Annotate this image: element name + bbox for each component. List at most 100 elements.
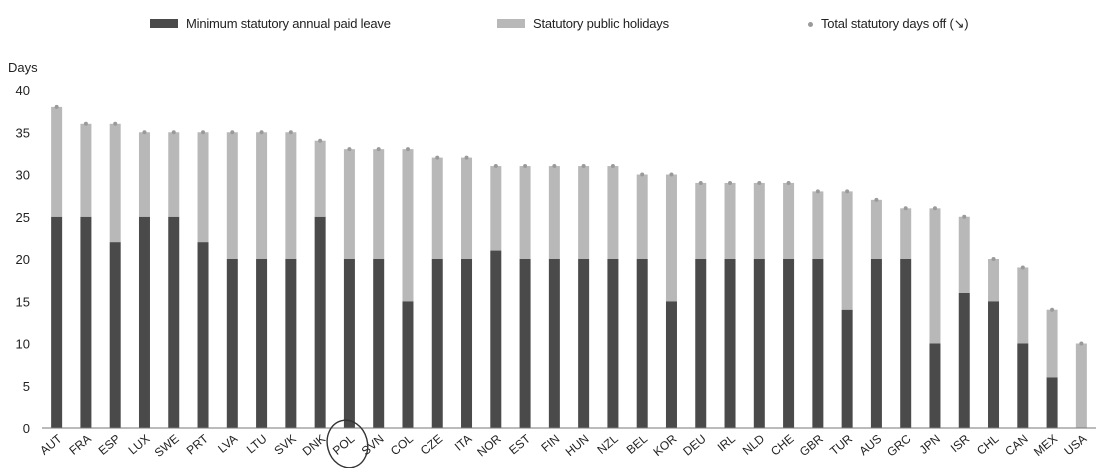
total-marker-che [786,180,791,185]
bar-annual-leave-pol [343,259,355,428]
bar-public-holidays-esp [109,123,121,243]
bar-annual-leave-tur [841,309,853,428]
legend-item-total: Total statutory days off (↘) [808,16,969,32]
x-tick-label-jpn: JPN [917,432,943,457]
total-marker-est [523,164,528,169]
bar-annual-leave-che [783,259,795,428]
bar-annual-leave-isr [958,292,970,428]
bar-annual-leave-deu [695,259,707,428]
legend-label-total: Total statutory days off (↘) [821,16,969,31]
highlight-circle [326,419,369,468]
bar-annual-leave-ltu [256,259,268,428]
bar-public-holidays-cze [431,157,443,259]
total-marker-deu [698,180,703,185]
total-marker-col [405,147,410,152]
total-marker-fin [552,164,557,169]
bar-annual-leave-dnk [314,216,326,428]
x-tick-label-cze: CZE [418,432,445,458]
bar-annual-leave-prt [197,242,209,428]
total-marker-dnk [318,138,323,143]
x-tick-label-mex: MEX [1031,432,1060,459]
bar-public-holidays-kor [665,174,677,302]
total-marker-bel [640,172,645,177]
x-tick-label-can: CAN [1002,432,1030,459]
bar-annual-leave-svn [373,259,385,428]
y-axis: 0 5 10 15 20 25 30 35 40 [16,83,30,436]
total-marker-cze [435,155,440,160]
legend-item-public-holidays: Statutory public holidays [497,16,669,31]
x-tick-label-svk: SVK [271,432,298,458]
x-tick-label-tur: TUR [827,431,855,458]
bar-public-holidays-mex [1046,309,1058,378]
total-marker-svn [376,147,381,152]
total-marker-grc [903,206,908,211]
total-marker-lva [230,130,235,135]
y-tick-label: 10 [16,337,30,352]
legend-swatch-public-holidays [497,19,525,28]
y-tick-label: 40 [16,83,30,98]
bar-public-holidays-nor [490,166,502,251]
total-marker-prt [201,130,206,135]
bar-public-holidays-col [402,149,414,302]
bar-public-holidays-lva [226,132,238,259]
bar-annual-leave-nor [490,250,502,428]
bar-public-holidays-swe [168,132,180,217]
bar-public-holidays-tur [841,191,853,310]
x-tick-label-fra: FRA [66,432,93,458]
x-axis: AUT FRA ESP LUX SWE PRT LVA LTU SVK DNK POL SVN COL C… [37,431,1089,460]
bar-public-holidays-nzl [607,166,619,259]
legend-swatch-annual-leave [150,19,178,28]
bar-annual-leave-esp [109,242,121,428]
total-marker-aus [874,197,879,202]
legend: Minimum statutory annual paid leave Stat… [0,16,1099,40]
x-tick-label-svn: SVN [359,432,387,459]
bar-annual-leave-nzl [607,259,619,428]
total-marker-isr [962,214,967,219]
bar-annual-leave-svk [285,259,297,428]
x-tick-label-swe: SWE [152,432,182,460]
bar-annual-leave-can [1017,343,1029,428]
total-marker-aut [54,104,59,109]
bar-annual-leave-kor [665,301,677,428]
total-marker-usa [1079,341,1084,346]
bar-public-holidays-ltu [256,132,268,259]
y-tick-label: 0 [23,421,30,436]
bar-annual-leave-fin [548,259,560,428]
x-tick-label-bel: BEL [624,431,651,457]
total-marker-can [1020,265,1025,270]
total-marker-fra [83,121,88,126]
y-tick-label: 30 [16,168,30,183]
x-tick-label-pol: POL [330,431,358,457]
x-tick-label-prt: PRT [184,431,212,457]
legend-label-annual-leave: Minimum statutory annual paid leave [186,16,391,31]
legend-item-annual-leave: Minimum statutory annual paid leave [150,16,391,31]
total-marker-esp [113,121,118,126]
bar-annual-leave-aut [51,216,63,428]
x-tick-label-chl: CHL [974,431,1002,457]
x-tick-label-kor: KOR [650,431,679,459]
bar-public-holidays-svk [285,132,297,259]
x-tick-label-est: EST [506,431,533,457]
x-tick-label-lux: LUX [126,432,153,458]
legend-label-public-holidays: Statutory public holidays [533,16,669,31]
total-marker-nld [757,180,762,185]
bar-annual-leave-hun [578,259,590,428]
total-marker-ltu [259,130,264,135]
x-tick-label-ltu: LTU [244,432,270,457]
x-tick-label-nld: NLD [740,431,768,457]
bar-public-holidays-irl [724,182,736,259]
y-axis-title: Days [8,60,38,75]
y-tick-label: 35 [16,125,30,140]
total-marker-nor [493,164,498,169]
total-marker-swe [171,130,176,135]
total-marker-kor [669,172,674,177]
x-tick-label-col: COL [388,431,416,458]
bar-public-holidays-chl [988,259,1000,302]
x-tick-label-aus: AUS [856,432,884,459]
x-tick-label-nzl: NZL [594,431,621,457]
x-tick-label-gbr: GBR [797,431,826,459]
bar-annual-leave-bel [636,259,648,428]
legend-marker-total [808,21,813,27]
total-marker-pol [347,147,352,152]
